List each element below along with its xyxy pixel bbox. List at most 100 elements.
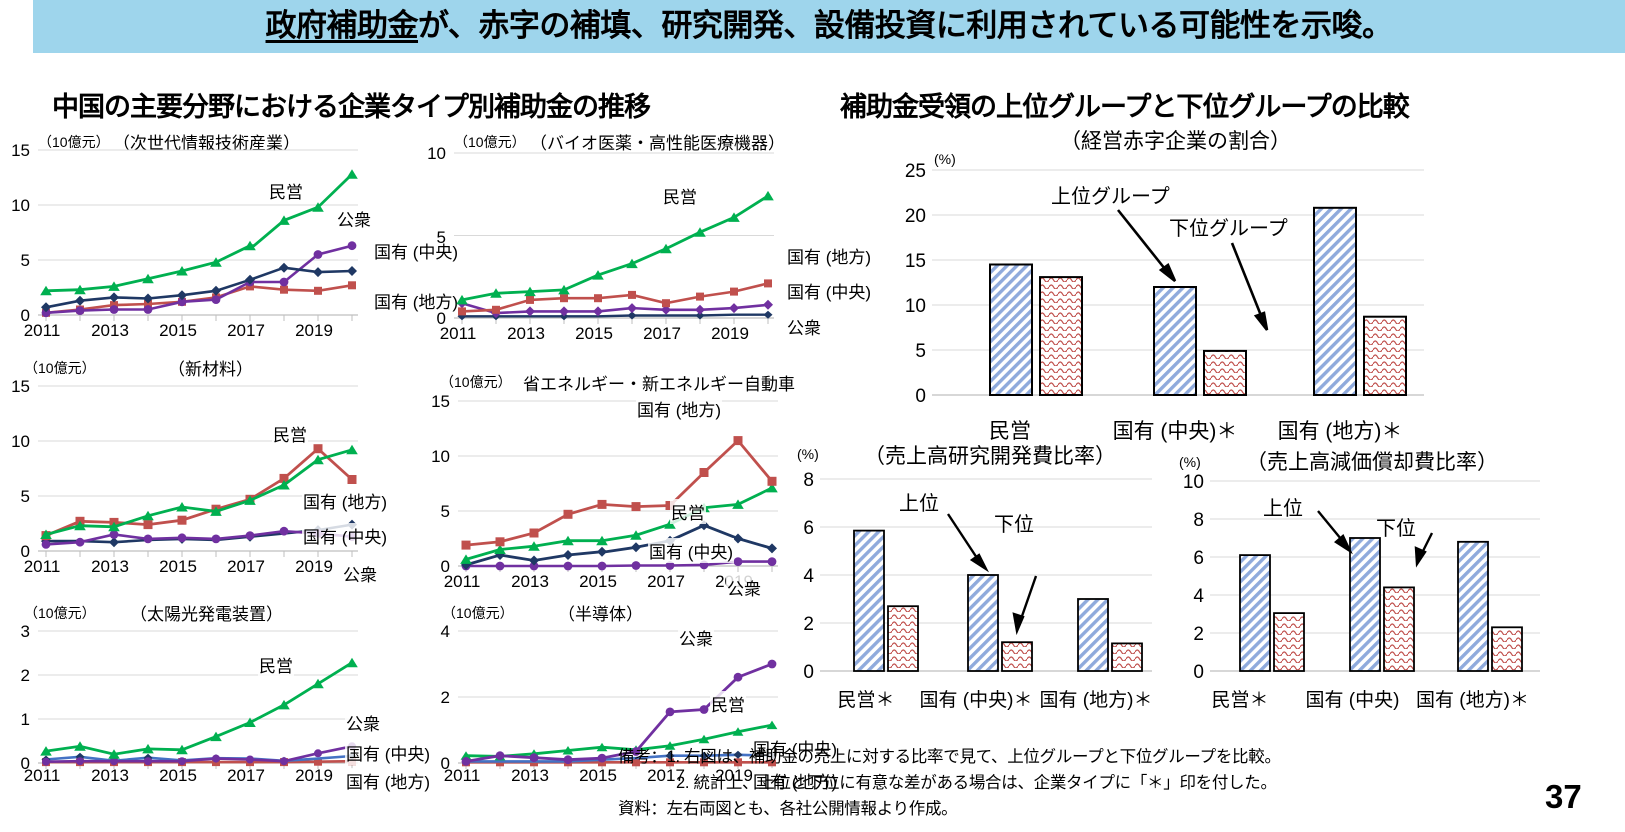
y-tick-6: 6 <box>1193 548 1204 569</box>
y-tick-4: 4 <box>440 622 450 641</box>
x-tick-2019: 2019 <box>715 766 753 785</box>
series-label-kokuyu-chuo: 国有 (中央) <box>302 523 389 548</box>
x-category-1: 国有 (中央)＊ <box>1112 420 1238 443</box>
y-tick-0: 0 <box>440 754 450 773</box>
x-category-2: 国有 (地方)＊ <box>1277 420 1403 443</box>
x-tick-2011: 2011 <box>439 324 477 343</box>
x-tick-2017: 2017 <box>643 324 681 343</box>
x-tick-2013: 2013 <box>511 766 549 785</box>
x-category-0: 民営＊ <box>1211 690 1269 711</box>
y-tick-0: 0 <box>440 557 450 576</box>
series-label-kokuyu-chuo: 国有 (中央) <box>752 735 839 760</box>
axis-unit-label: (%) <box>1179 454 1201 470</box>
series-label-koushu: 公衆 <box>336 206 372 231</box>
series-label-koushu: 公衆 <box>726 575 762 600</box>
note-line-1: 備考：1. 右図は、補助金の売上に対する比率で見て、上位グループと下位グループを… <box>618 748 1281 766</box>
x-category-2: 国有 (地方)＊ <box>1039 690 1153 711</box>
y-tick-5: 5 <box>20 487 30 506</box>
annotation-upper-group: 上位グループ <box>1051 186 1170 208</box>
plot-area <box>38 385 358 557</box>
chart-subtitle: （半導体） <box>558 605 643 624</box>
x-tick-2019: 2019 <box>295 321 333 340</box>
x-tick-2015: 2015 <box>159 321 197 340</box>
y-tick-15: 15 <box>11 141 30 160</box>
chart-subtitle: （バイオ医薬・高性能医療機器） <box>530 134 785 153</box>
series-label-koushu: 公衆 <box>345 710 381 735</box>
chart-subtitle: （太陽光発電装置） <box>130 605 283 624</box>
axis-unit-label: (%) <box>797 446 819 462</box>
y-tick-10: 10 <box>431 447 450 466</box>
y-tick-5: 5 <box>440 502 450 521</box>
chart-subtitle: 省エネルギー・新エネルギー自動車 <box>523 375 795 394</box>
series-label-kokuyu-chiho: 国有 (地方) <box>752 768 839 793</box>
series-label-kokuyu-chuo: 国有 (中央) <box>648 538 735 563</box>
header-banner-text: 政府補助金が、赤字の補填、研究開発、設備投資に利用されている可能性を示唆。 <box>265 7 1393 43</box>
y-tick-25: 25 <box>904 161 926 182</box>
x-tick-2011: 2011 <box>23 557 61 576</box>
y-tick-3: 3 <box>20 622 30 641</box>
banner-underline: 政府補助金 <box>265 7 419 43</box>
y-tick-0: 0 <box>436 309 446 328</box>
x-tick-2015: 2015 <box>159 766 197 785</box>
annotation-lower: 下位 <box>994 514 1034 536</box>
y-tick-20: 20 <box>904 206 926 227</box>
y-tick-0: 0 <box>20 306 30 325</box>
x-tick-2013: 2013 <box>511 572 549 591</box>
header-banner <box>33 0 1625 53</box>
y-tick-10: 10 <box>904 296 926 317</box>
annotation-lower-group: 下位グループ <box>1169 218 1288 240</box>
axis-unit-label: （10億元） <box>24 360 96 376</box>
y-tick-5: 5 <box>20 251 30 270</box>
series-label-kokuyu-chuo: 国有 (中央) <box>786 278 873 303</box>
y-tick-8: 8 <box>803 470 814 491</box>
series-label-minei: 民営 <box>258 652 294 677</box>
chart-subtitle: （新材料） <box>168 360 253 379</box>
plot-area <box>458 630 778 769</box>
plot-area <box>454 152 774 324</box>
y-tick-15: 15 <box>904 251 926 272</box>
y-tick-10: 10 <box>1182 472 1204 493</box>
series-label-minei: 民営 <box>272 421 308 446</box>
series-label-minei: 民営 <box>268 178 304 203</box>
y-tick-0: 0 <box>20 542 30 561</box>
plot-area <box>38 149 358 321</box>
x-tick-2013: 2013 <box>91 766 129 785</box>
y-tick-0: 0 <box>803 662 814 683</box>
y-tick-6: 6 <box>803 518 814 539</box>
y-tick-0: 0 <box>20 754 30 773</box>
x-tick-2013: 2013 <box>507 324 545 343</box>
annotation-upper: 上位 <box>1263 498 1303 520</box>
right-section-title: 補助金受領の上位グループと下位グループの比較 <box>840 92 1410 122</box>
plot-area <box>932 169 1424 396</box>
series-label-kokuyu-chiho: 国有 (地方) <box>373 288 460 313</box>
x-tick-2017: 2017 <box>647 572 685 591</box>
x-tick-2015: 2015 <box>575 324 613 343</box>
chart-subtitle: （次世代情報技術産業） <box>113 134 300 153</box>
chart-subtitle: （売上高減価償却費比率） <box>1246 451 1498 474</box>
x-tick-2011: 2011 <box>23 766 61 785</box>
y-tick-15: 15 <box>431 392 450 411</box>
series-label-kokuyu-chiho: 国有 (地方) <box>302 488 389 513</box>
annotation-lower: 下位 <box>1376 518 1416 540</box>
y-tick-10: 10 <box>11 196 30 215</box>
y-tick-1: 1 <box>20 710 30 729</box>
y-tick-10: 10 <box>427 144 446 163</box>
axis-unit-label: （10億元） <box>38 134 110 150</box>
y-tick-2: 2 <box>1193 624 1204 645</box>
y-tick-15: 15 <box>11 377 30 396</box>
x-tick-2017: 2017 <box>227 557 265 576</box>
x-tick-2015: 2015 <box>579 572 617 591</box>
x-tick-2015: 2015 <box>159 557 197 576</box>
x-tick-2011: 2011 <box>443 766 481 785</box>
plot-area <box>820 478 1152 672</box>
series-label-koushu: 公衆 <box>678 625 714 650</box>
series-label-minei: 民営 <box>662 183 698 208</box>
x-category-0: 民営＊ <box>837 690 895 711</box>
annotation-upper: 上位 <box>899 493 939 515</box>
y-tick-4: 4 <box>1193 586 1204 607</box>
chart-subtitle: （売上高研究開発費比率） <box>864 445 1116 468</box>
y-tick-10: 10 <box>11 432 30 451</box>
x-tick-2013: 2013 <box>91 321 129 340</box>
series-label-kokuyu-chiho: 国有 (地方) <box>786 243 873 268</box>
y-tick-2: 2 <box>20 666 30 685</box>
